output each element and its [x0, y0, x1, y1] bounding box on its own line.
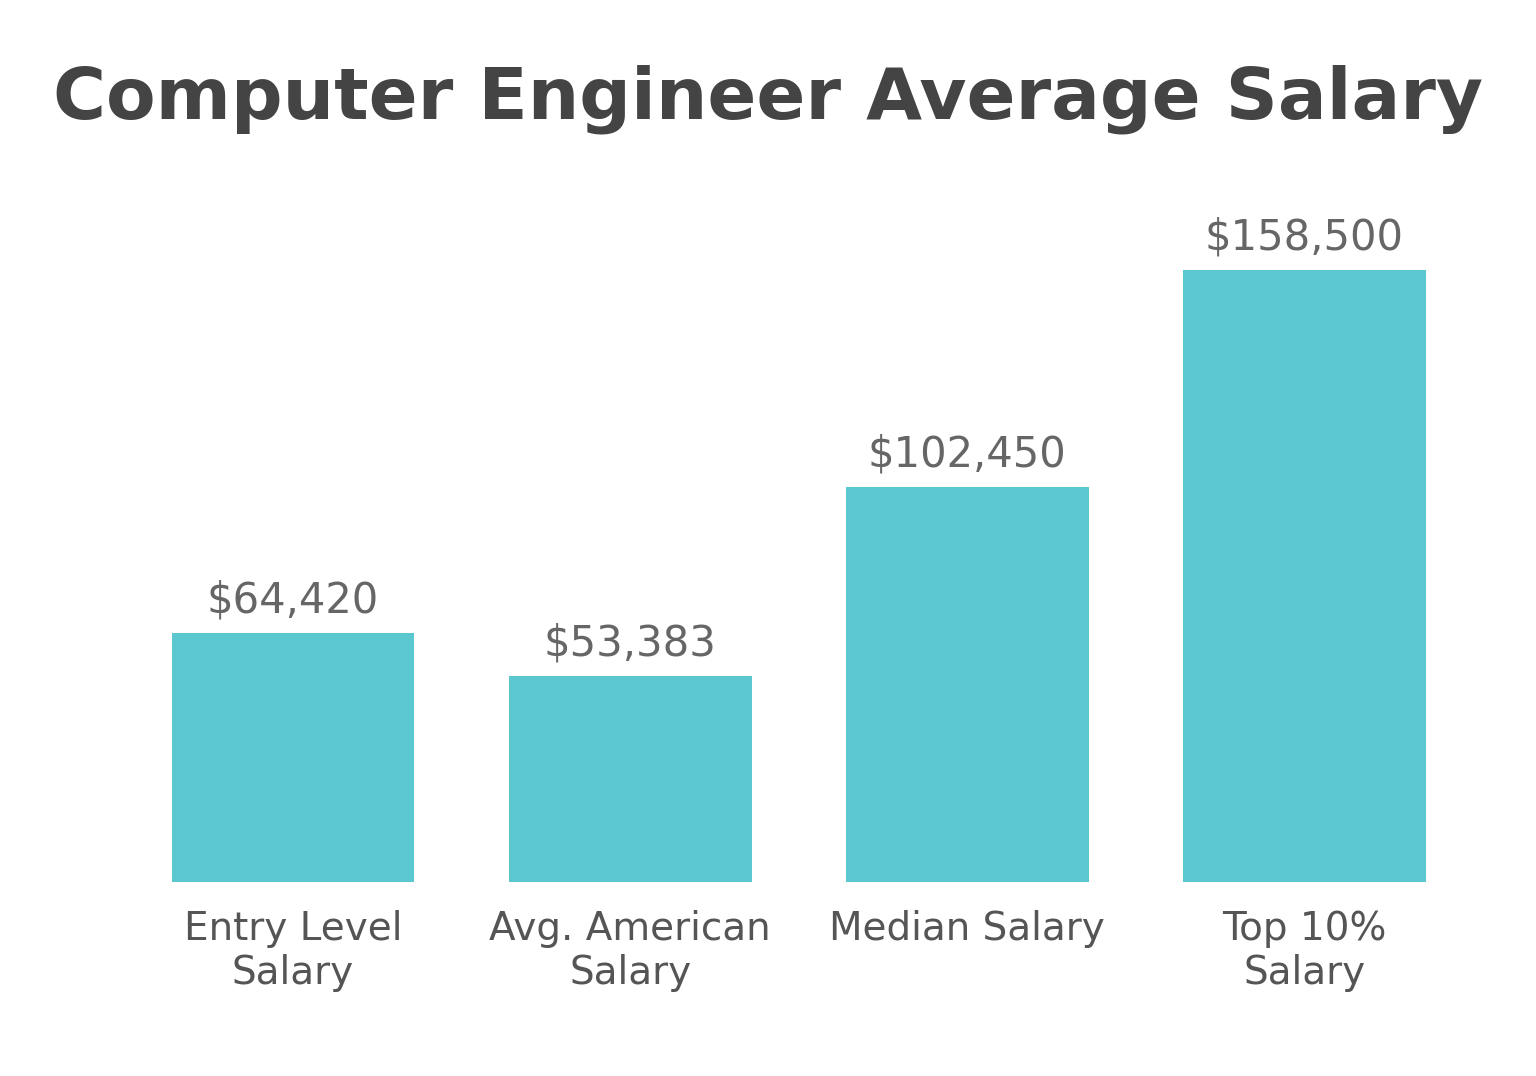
Text: $53,383: $53,383: [544, 623, 717, 665]
Bar: [1183, 270, 1425, 882]
Text: Computer Engineer Average Salary: Computer Engineer Average Salary: [54, 65, 1482, 134]
Bar: [846, 486, 1089, 882]
Text: $158,500: $158,500: [1204, 216, 1404, 258]
Text: $64,420: $64,420: [207, 580, 379, 622]
Bar: [172, 634, 415, 882]
Text: $102,450: $102,450: [868, 433, 1066, 475]
Bar: [508, 676, 751, 882]
